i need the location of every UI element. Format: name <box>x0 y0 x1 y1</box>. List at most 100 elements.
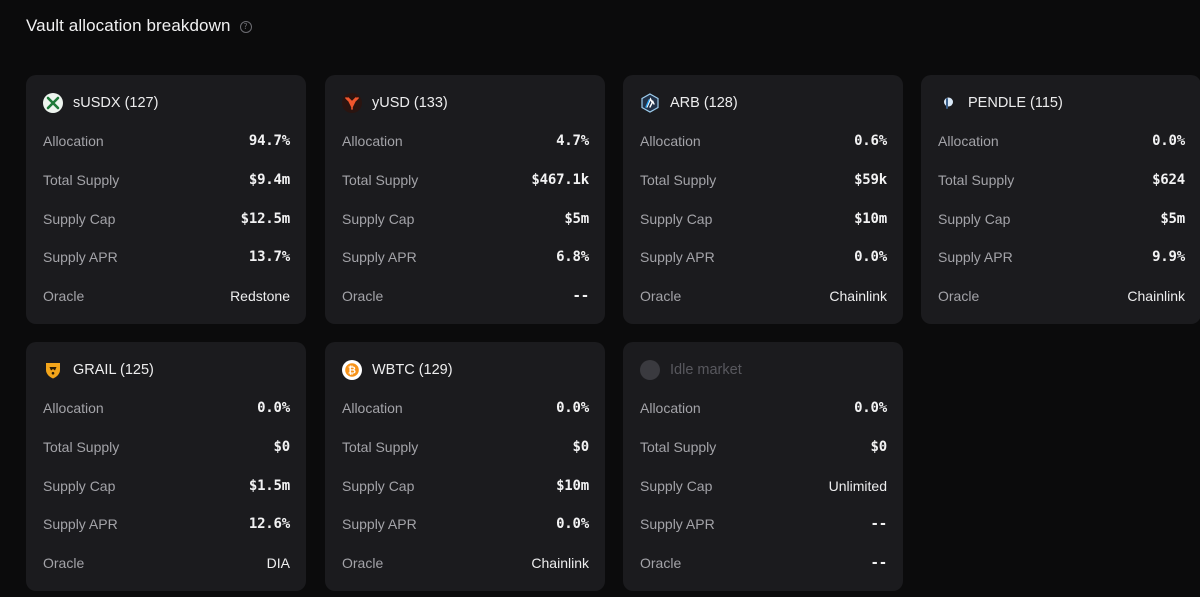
allocation-row: Allocation 4.7% <box>342 131 589 151</box>
total-supply-value: $467.1k <box>531 172 589 188</box>
supply-apr-value: 9.9% <box>1152 249 1185 265</box>
market-name: GRAIL (125) <box>73 362 154 378</box>
allocation-label: Allocation <box>43 400 104 416</box>
supply-cap-value: $10m <box>854 211 887 227</box>
supply-cap-row: Supply Cap $5m <box>938 209 1185 229</box>
allocation-row: Allocation 0.0% <box>43 398 290 418</box>
total-supply-label: Total Supply <box>342 439 419 455</box>
oracle-label: Oracle <box>342 288 384 304</box>
supply-cap-value: Unlimited <box>828 478 887 494</box>
total-supply-label: Total Supply <box>342 172 419 188</box>
oracle-value: Redstone <box>230 288 290 304</box>
allocation-value: 0.0% <box>257 400 290 416</box>
market-card-susdx[interactable]: sUSDX (127) Allocation 94.7% Total Supply… <box>26 75 306 324</box>
idle-market-icon <box>640 360 660 380</box>
card-header: yUSD (133) <box>342 93 448 113</box>
oracle-value: Chainlink <box>531 555 589 571</box>
card-header: GRAIL (125) <box>43 360 154 380</box>
supply-cap-row: Supply Cap $5m <box>342 209 589 229</box>
oracle-value: Chainlink <box>829 288 887 304</box>
allocation-label: Allocation <box>43 133 104 149</box>
total-supply-label: Total Supply <box>640 439 717 455</box>
allocation-row: Allocation 0.6% <box>640 131 887 151</box>
oracle-label: Oracle <box>342 555 384 571</box>
supply-cap-value: $10m <box>556 478 589 494</box>
section-title: Vault allocation breakdown <box>26 16 231 35</box>
allocation-row: Allocation 0.0% <box>342 398 589 418</box>
total-supply-label: Total Supply <box>640 172 717 188</box>
supply-apr-label: Supply APR <box>43 249 118 265</box>
allocation-label: Allocation <box>342 133 403 149</box>
svg-text:₿: ₿ <box>348 365 356 377</box>
supply-apr-row: Supply APR 0.0% <box>640 247 887 267</box>
oracle-label: Oracle <box>43 288 85 304</box>
market-card-arb[interactable]: ARB (128) Allocation 0.6% Total Supply $59… <box>623 75 903 324</box>
supply-cap-label: Supply Cap <box>342 211 415 227</box>
oracle-label: Oracle <box>640 555 682 571</box>
supply-apr-value: 0.0% <box>854 249 887 265</box>
oracle-value: -- <box>572 288 590 304</box>
market-card-pendle[interactable]: PENDLE (115) Allocation 0.0% Total Supply… <box>921 75 1200 324</box>
market-card-wbtc[interactable]: ₿ WBTC (129) Allocation 0.0% Total Supply… <box>325 342 605 591</box>
oracle-value: -- <box>870 555 888 571</box>
card-header: sUSDX (127) <box>43 93 158 113</box>
allocation-value: 0.0% <box>1152 133 1185 149</box>
supply-apr-label: Supply APR <box>43 516 118 532</box>
total-supply-value: $0 <box>870 439 888 455</box>
total-supply-row: Total Supply $9.4m <box>43 170 290 190</box>
total-supply-label: Total Supply <box>938 172 1015 188</box>
supply-cap-label: Supply Cap <box>43 478 116 494</box>
oracle-row: Oracle Chainlink <box>342 553 589 573</box>
oracle-value: Chainlink <box>1127 288 1185 304</box>
allocation-row: Allocation 0.0% <box>640 398 887 418</box>
card-header: Idle market <box>640 360 742 380</box>
total-supply-value: $59k <box>854 172 887 188</box>
total-supply-value: $0 <box>572 439 590 455</box>
card-header: PENDLE (115) <box>938 93 1063 113</box>
oracle-value: DIA <box>266 555 290 571</box>
total-supply-row: Total Supply $59k <box>640 170 887 190</box>
supply-cap-value: $12.5m <box>240 211 291 227</box>
total-supply-value: $9.4m <box>248 172 290 188</box>
wbtc-icon: ₿ <box>342 360 362 380</box>
question-circle-icon[interactable]: ? <box>239 21 252 33</box>
market-name: sUSDX (127) <box>73 95 159 111</box>
supply-cap-row: Supply Cap $12.5m <box>43 209 290 229</box>
supply-apr-label: Supply APR <box>342 516 417 532</box>
market-card-yusd[interactable]: yUSD (133) Allocation 4.7% Total Supply $4… <box>325 75 605 324</box>
market-card-grail[interactable]: GRAIL (125) Allocation 0.0% Total Supply $… <box>26 342 306 591</box>
supply-apr-row: Supply APR 9.9% <box>938 247 1185 267</box>
supply-apr-value: 13.7% <box>248 249 290 265</box>
total-supply-label: Total Supply <box>43 172 120 188</box>
supply-cap-row: Supply Cap $1.5m <box>43 476 290 496</box>
section-header: Vault allocation breakdown ? <box>26 16 252 36</box>
market-card-idle[interactable]: Idle market Allocation 0.0% Total Supply $… <box>623 342 903 591</box>
market-name: yUSD (133) <box>372 95 448 111</box>
supply-cap-row: Supply Cap $10m <box>640 209 887 229</box>
supply-cap-row: Supply Cap $10m <box>342 476 589 496</box>
allocation-row: Allocation 94.7% <box>43 131 290 151</box>
supply-apr-value: 0.0% <box>556 516 589 532</box>
oracle-row: Oracle Redstone <box>43 286 290 306</box>
supply-apr-value: 12.6% <box>248 516 290 532</box>
supply-cap-label: Supply Cap <box>342 478 415 494</box>
oracle-label: Oracle <box>640 288 682 304</box>
arb-icon <box>640 93 660 113</box>
supply-cap-value: $5m <box>1160 211 1185 227</box>
supply-apr-value: -- <box>870 516 888 532</box>
supply-cap-value: $5m <box>564 211 589 227</box>
market-name: PENDLE (115) <box>968 95 1063 111</box>
supply-apr-label: Supply APR <box>640 249 715 265</box>
market-name: WBTC (129) <box>372 362 453 378</box>
oracle-label: Oracle <box>938 288 980 304</box>
allocation-label: Allocation <box>640 133 701 149</box>
allocation-value: 4.7% <box>556 133 589 149</box>
supply-cap-row: Supply Cap Unlimited <box>640 476 887 496</box>
pendle-icon <box>938 93 958 113</box>
oracle-row: Oracle -- <box>342 286 589 306</box>
total-supply-label: Total Supply <box>43 439 120 455</box>
card-header: ₿ WBTC (129) <box>342 360 453 380</box>
supply-apr-label: Supply APR <box>938 249 1013 265</box>
supply-cap-value: $1.5m <box>248 478 290 494</box>
